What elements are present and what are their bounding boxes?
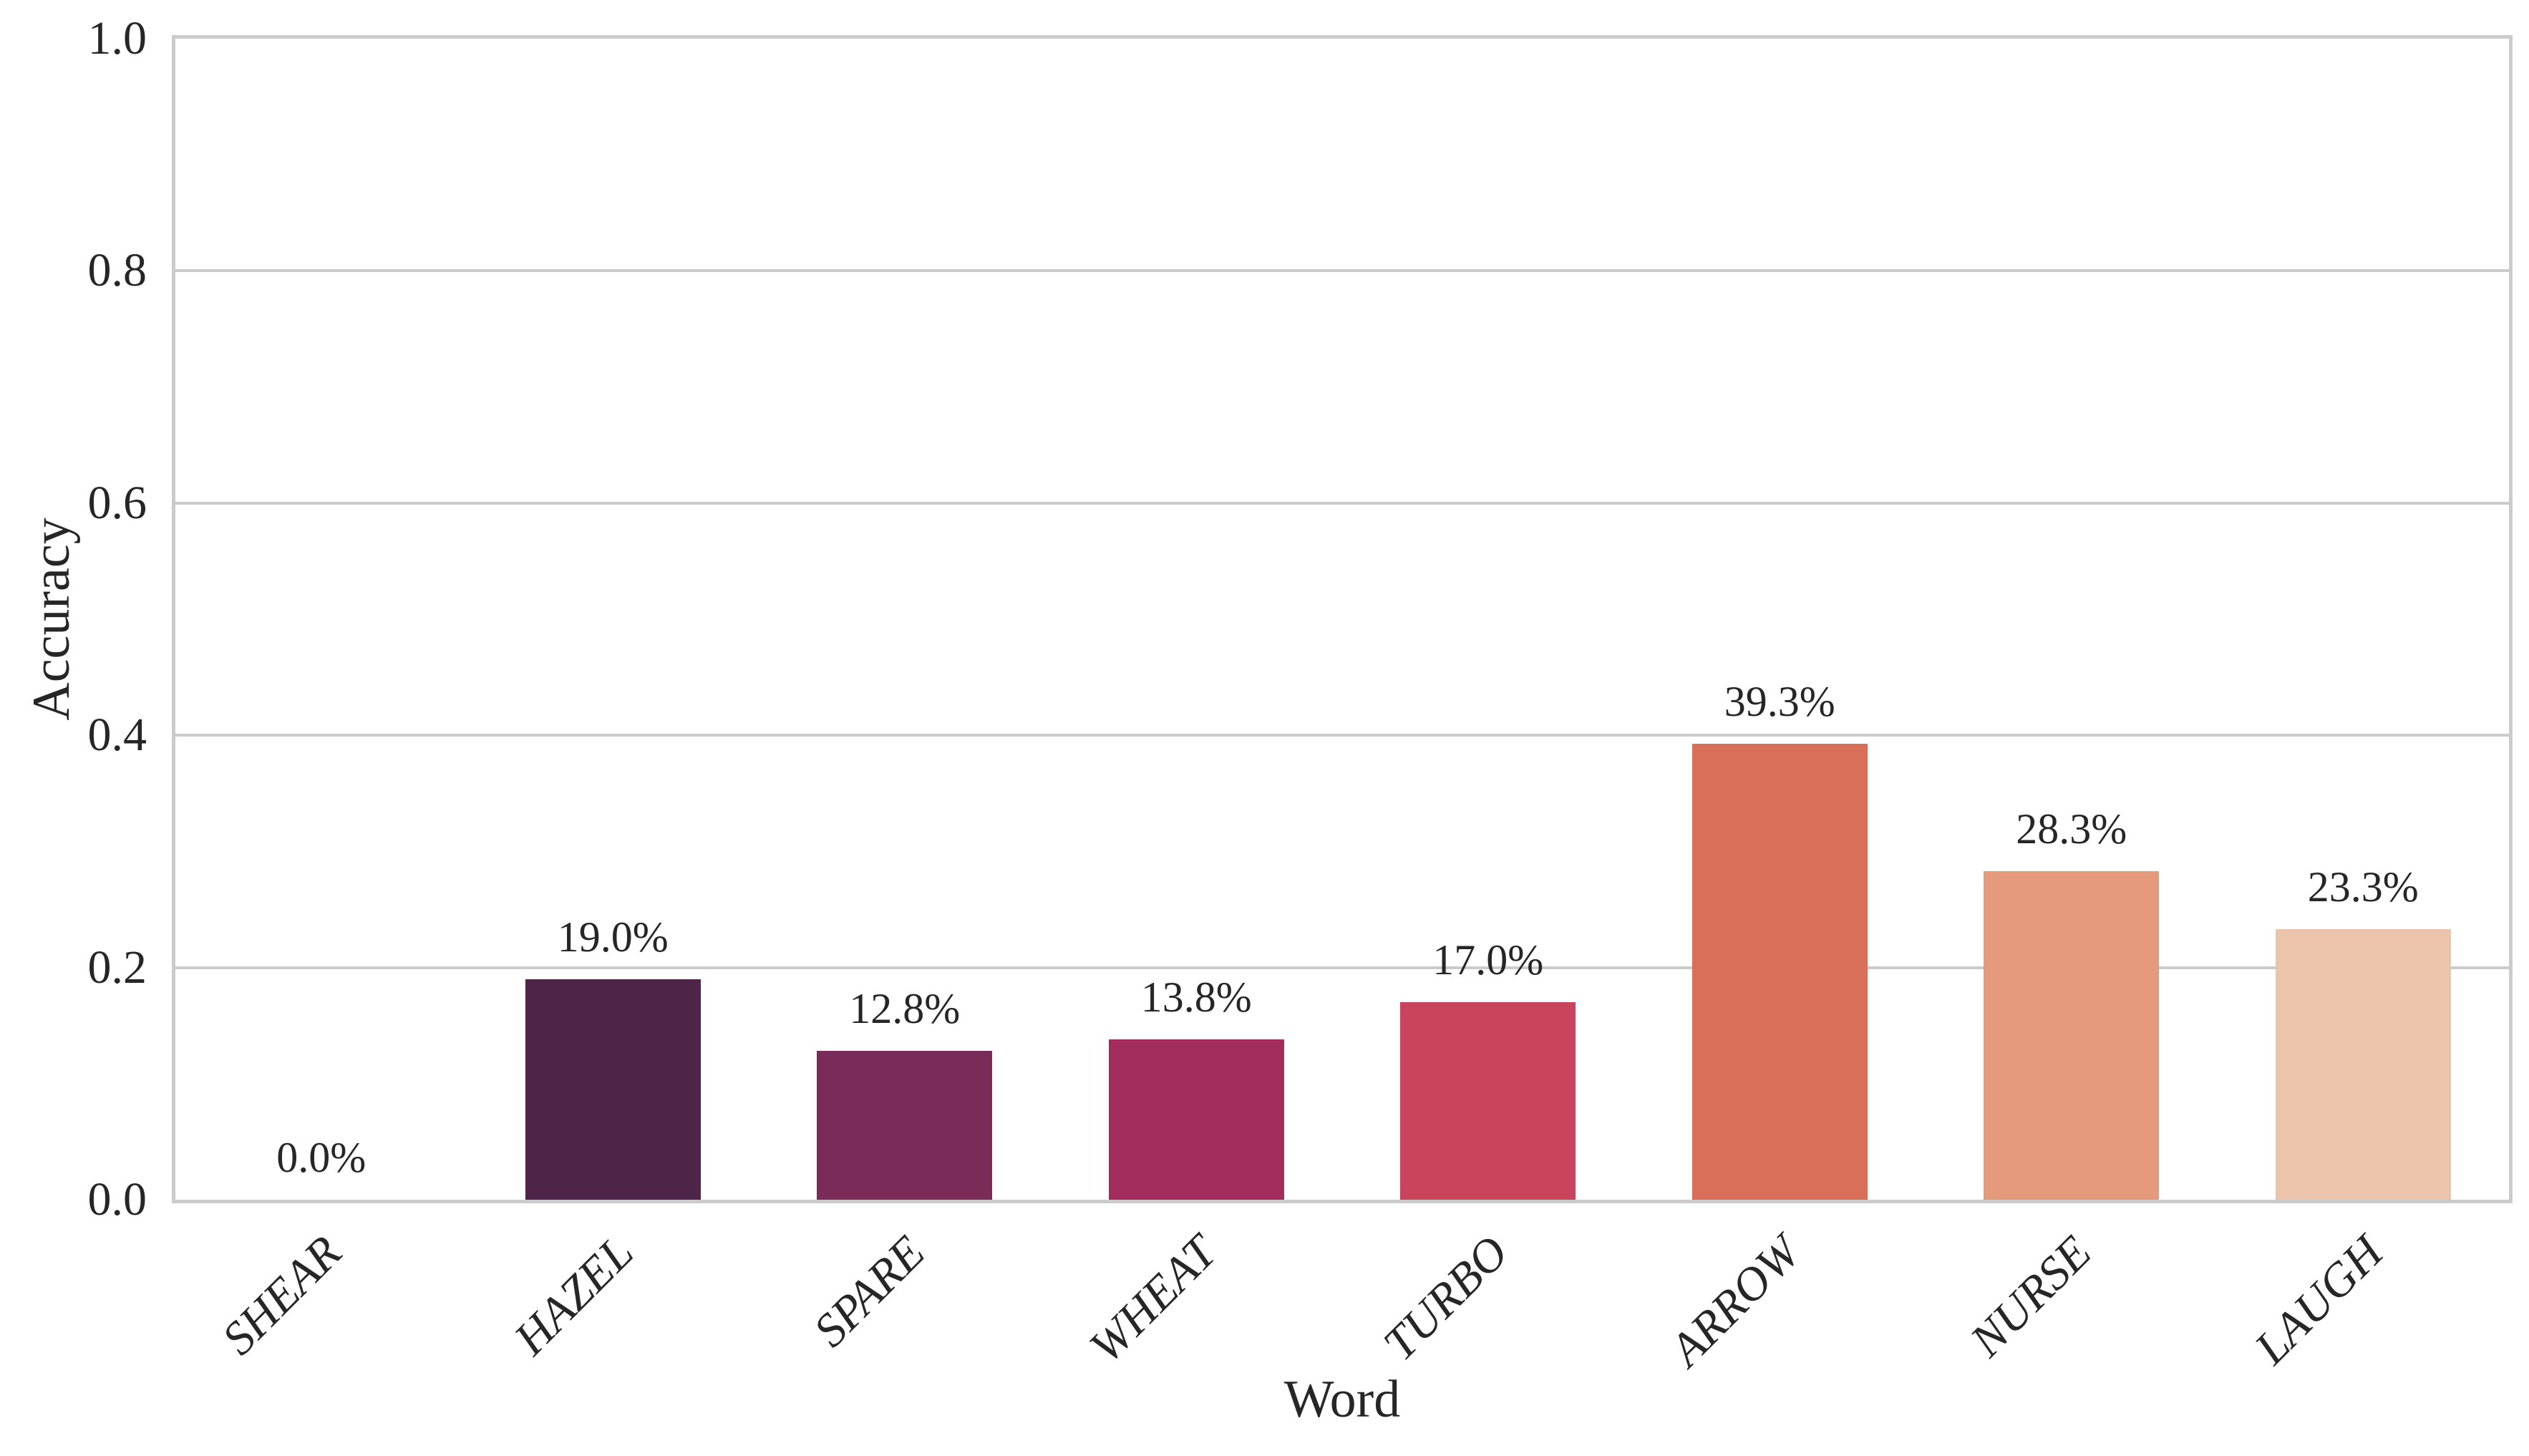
bar-hazel — [525, 979, 701, 1200]
bar-wheat — [1108, 1039, 1284, 1200]
x-tick-label-shear: SHEAR — [212, 1226, 351, 1365]
bar-value-label-wheat: 13.8% — [1140, 974, 1252, 1021]
x-tick-label-turbo: TURBO — [1373, 1226, 1518, 1371]
y-tick-label-0.8: 0.8 — [87, 244, 147, 297]
x-tick-label-spare: SPARE — [803, 1226, 935, 1357]
gridline-0.2 — [175, 966, 2509, 969]
bar-value-label-spare: 12.8% — [849, 985, 961, 1033]
y-tick-label-0.2: 0.2 — [87, 941, 147, 994]
x-tick-label-hazel: HAZEL — [504, 1226, 644, 1365]
x-tick-label-arrow: ARROW — [1659, 1226, 1810, 1377]
y-tick-label-0.6: 0.6 — [87, 476, 147, 529]
gridline-0.4 — [175, 734, 2509, 737]
bar-value-label-shear: 0.0% — [276, 1134, 367, 1181]
bar-value-label-laugh: 23.3% — [2307, 863, 2419, 911]
bar-turbo — [1400, 1002, 1576, 1200]
y-tick-label-1.0: 1.0 — [87, 12, 147, 64]
y-axis-title: Accuracy — [22, 518, 81, 721]
bar-value-label-turbo: 17.0% — [1432, 936, 1544, 984]
y-tick-label-0.4: 0.4 — [87, 709, 147, 762]
bar-spare — [817, 1051, 993, 1200]
y-tick-label-0.0: 0.0 — [87, 1173, 147, 1226]
bar-value-label-arrow: 39.3% — [1724, 677, 1835, 725]
bar-laugh — [2275, 929, 2451, 1200]
bar-value-label-hazel: 19.0% — [557, 913, 669, 961]
plot-area: 0.0% 19.0% 12.8% 13.8% 17.0% 39.3% 28.3% 23.3% — [172, 35, 2513, 1203]
bar-nurse — [1984, 870, 2160, 1200]
gridline-0.6 — [175, 501, 2509, 505]
x-axis-title: Word — [1283, 1370, 1401, 1429]
bar-value-label-nurse: 28.3% — [2016, 805, 2127, 853]
x-tick-label-nurse: NURSE — [1961, 1226, 2102, 1367]
bar-arrow — [1691, 743, 1868, 1200]
x-tick-label-laugh: LAUGH — [2245, 1226, 2394, 1374]
x-tick-label-wheat: WHEAT — [1079, 1226, 1227, 1374]
gridline-0.8 — [175, 269, 2509, 273]
